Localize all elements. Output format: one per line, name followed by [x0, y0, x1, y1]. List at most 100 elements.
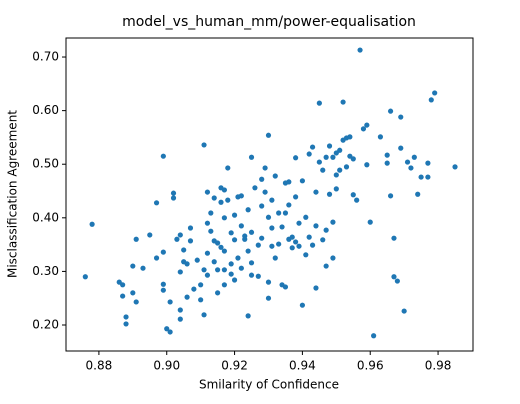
point — [309, 242, 316, 248]
point — [364, 162, 370, 168]
point — [242, 236, 248, 242]
point — [184, 294, 190, 300]
point — [364, 122, 370, 128]
point — [377, 134, 384, 140]
point — [343, 164, 350, 170]
point — [272, 173, 278, 179]
x-tick-label: 0.94 — [289, 359, 316, 373]
point — [140, 265, 146, 271]
point — [303, 252, 309, 258]
point — [357, 47, 363, 53]
point — [293, 155, 299, 161]
point — [177, 232, 183, 238]
point — [316, 100, 322, 106]
point — [333, 186, 339, 192]
point — [425, 174, 431, 180]
point — [387, 193, 394, 199]
point — [296, 243, 302, 249]
point — [153, 255, 160, 261]
point — [384, 160, 390, 166]
point — [313, 285, 319, 291]
point — [452, 164, 458, 170]
point — [187, 238, 194, 244]
point — [326, 143, 333, 149]
point — [248, 260, 255, 266]
point — [398, 145, 404, 151]
point — [238, 265, 244, 271]
point — [394, 278, 400, 284]
point — [221, 282, 227, 288]
point — [296, 220, 302, 226]
y-tick-label: 0.60 — [32, 103, 59, 117]
point — [174, 236, 180, 242]
point — [333, 172, 339, 178]
point — [211, 259, 217, 265]
point — [133, 236, 139, 242]
point — [82, 274, 88, 280]
plot-frame — [65, 37, 474, 352]
point — [279, 224, 285, 230]
point — [313, 223, 319, 229]
point — [415, 191, 421, 197]
point — [255, 242, 261, 248]
x-tick-label: 0.98 — [425, 359, 452, 373]
point — [299, 302, 305, 308]
y-tick-label: 0.40 — [32, 210, 59, 224]
y-tick-label: 0.20 — [32, 318, 59, 332]
point — [177, 307, 183, 313]
point — [371, 333, 377, 339]
point — [147, 232, 153, 238]
point — [194, 257, 200, 263]
point — [320, 167, 326, 173]
point — [201, 267, 207, 273]
point — [231, 277, 238, 283]
point — [235, 255, 241, 261]
point — [198, 297, 204, 303]
point — [160, 249, 166, 255]
point — [167, 329, 173, 335]
point — [221, 215, 227, 221]
point — [387, 108, 394, 114]
point — [337, 167, 343, 173]
point — [303, 214, 309, 220]
point — [170, 190, 177, 196]
point — [347, 134, 353, 140]
point — [184, 261, 190, 267]
y-tick-label: 0.30 — [32, 264, 59, 278]
point — [160, 153, 166, 159]
point — [228, 271, 234, 277]
point — [337, 147, 343, 153]
point — [215, 240, 221, 246]
point — [323, 263, 329, 269]
point — [245, 313, 251, 319]
point — [208, 210, 214, 216]
point — [228, 230, 234, 236]
point — [398, 114, 404, 120]
point — [316, 159, 322, 165]
point — [306, 234, 312, 240]
point — [330, 219, 336, 225]
point — [262, 165, 268, 171]
point — [425, 160, 431, 166]
point — [89, 221, 95, 227]
point — [170, 195, 177, 201]
point — [204, 250, 211, 256]
chart-title: model_vs_human_mm/power-equalisation — [122, 14, 416, 30]
point — [330, 255, 336, 261]
point — [391, 274, 397, 280]
point — [411, 154, 417, 160]
point — [204, 220, 211, 226]
point — [248, 154, 255, 160]
point — [204, 272, 211, 278]
x-tick-label: 0.96 — [357, 359, 384, 373]
point — [262, 189, 268, 195]
point — [340, 99, 346, 105]
point — [293, 194, 299, 200]
point — [218, 199, 224, 205]
point — [282, 284, 289, 290]
point — [228, 261, 234, 267]
y-tick-label: 0.50 — [32, 157, 59, 171]
point — [391, 235, 397, 241]
point — [323, 227, 329, 233]
